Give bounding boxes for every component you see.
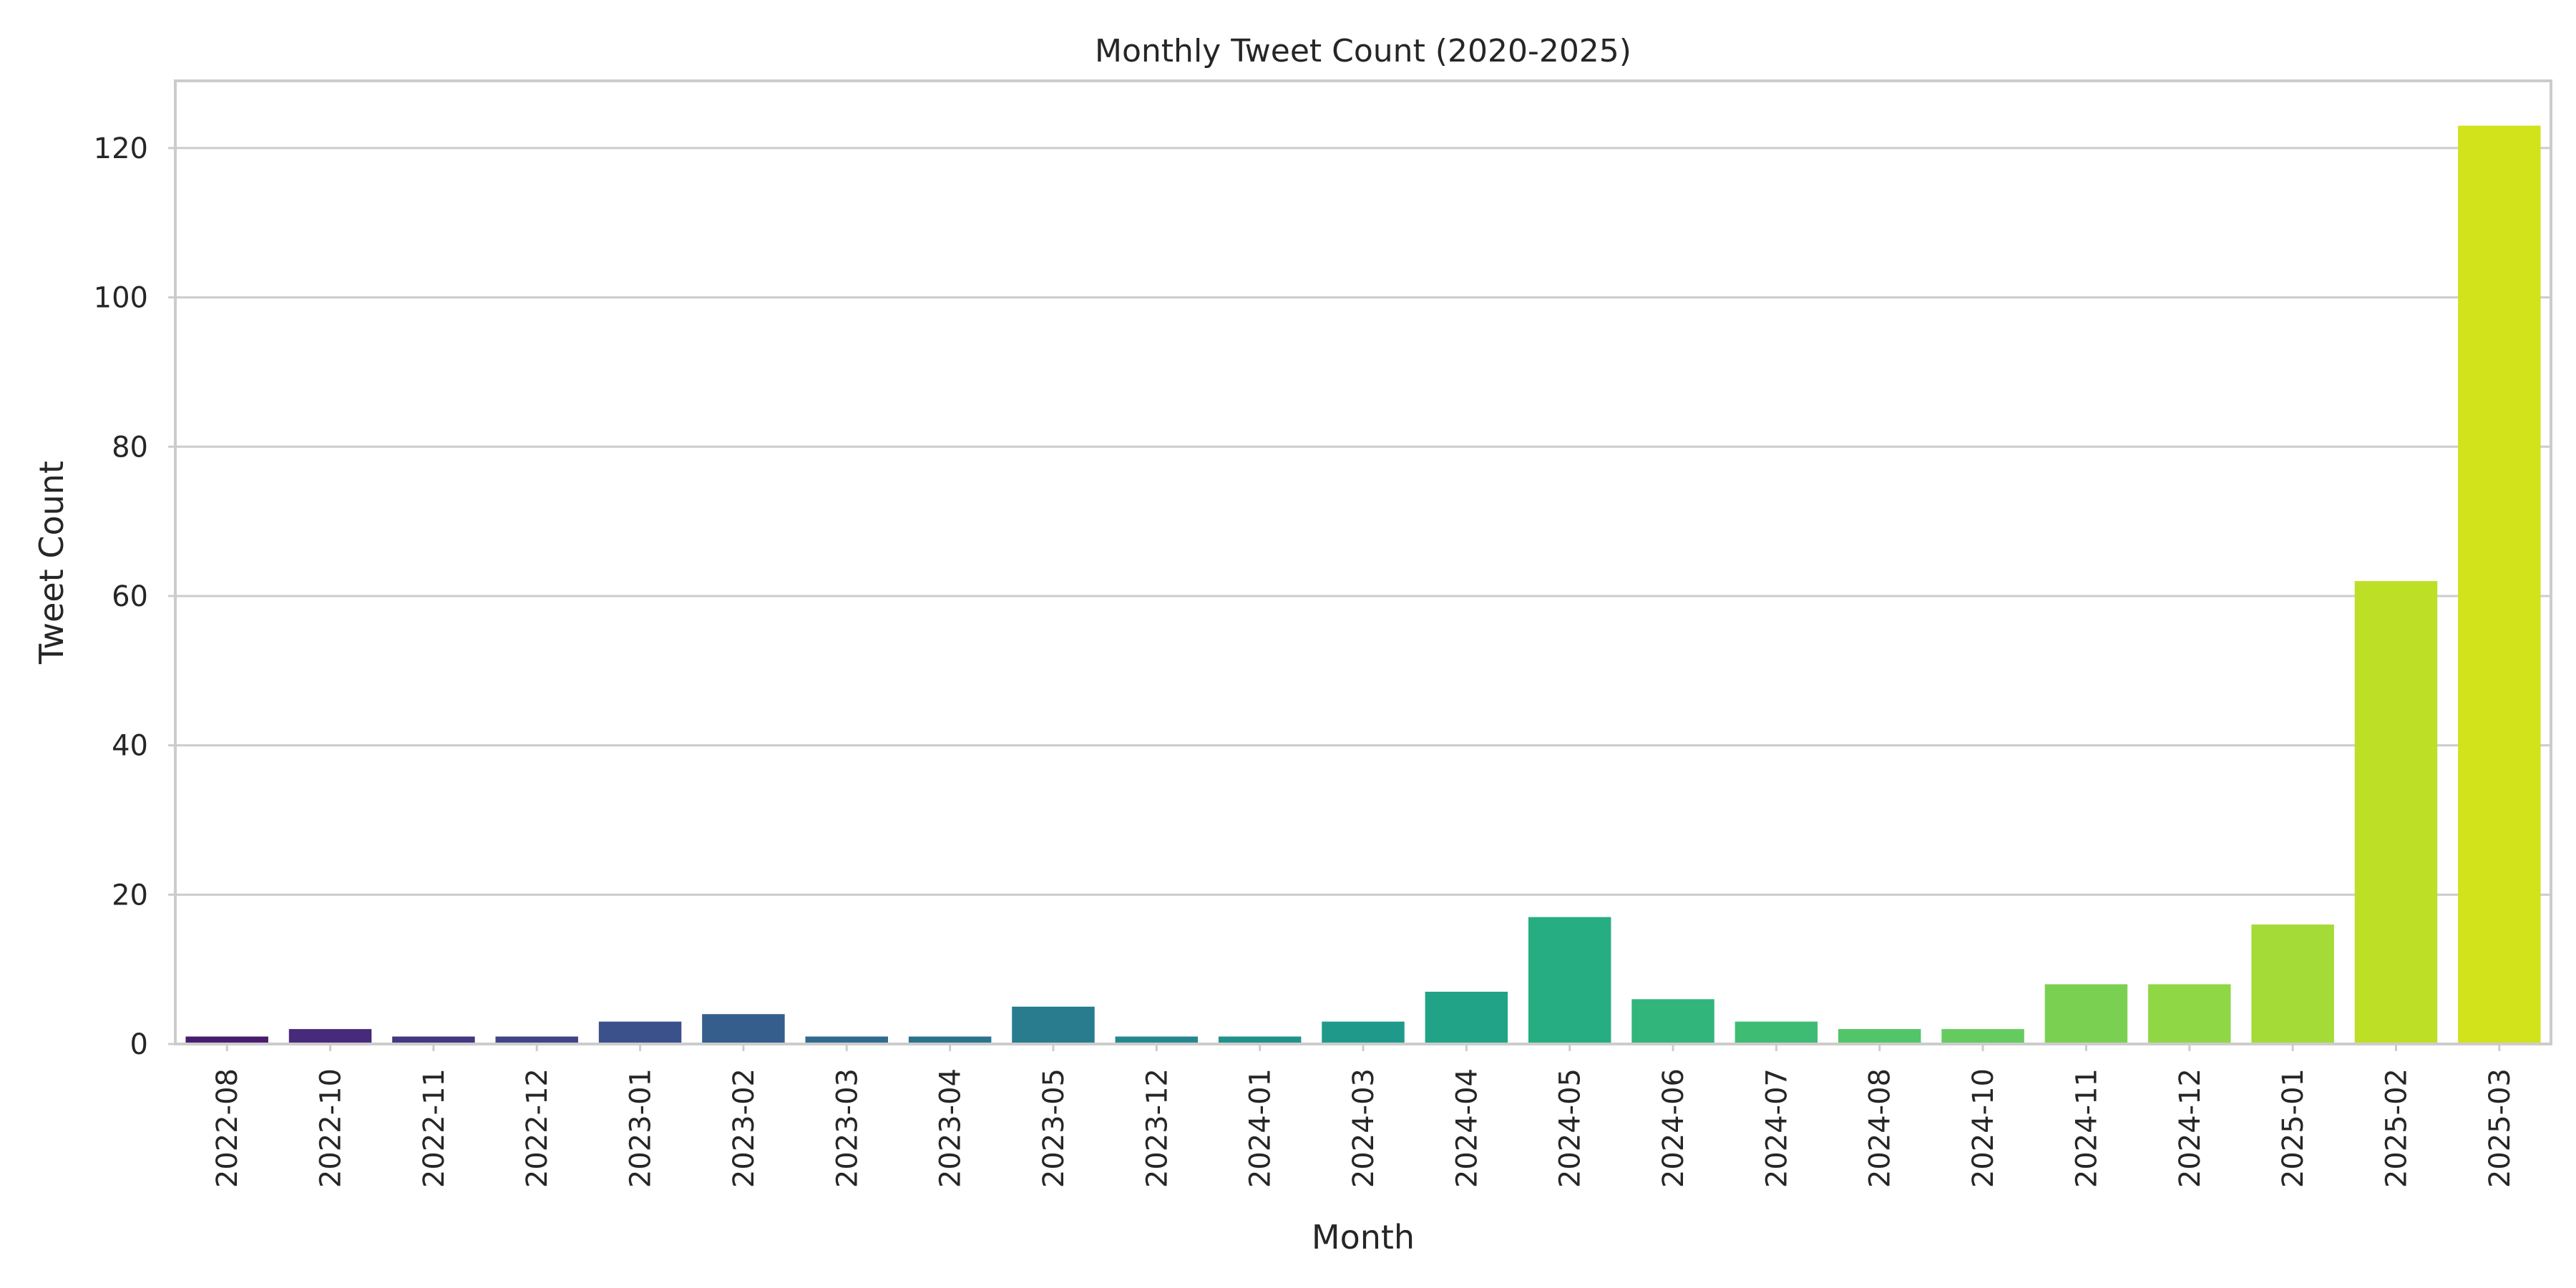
- bar-2023-01: [598, 1021, 682, 1044]
- x-tick-label: 2024-11: [2070, 1068, 2103, 1188]
- y-tick-label: 80: [112, 431, 148, 464]
- x-tick-label: 2024-05: [1554, 1068, 1587, 1188]
- x-tick-label: 2023-04: [935, 1068, 967, 1188]
- x-tick-label: 2022-08: [211, 1068, 244, 1188]
- x-tick-label: 2024-01: [1244, 1068, 1277, 1188]
- y-tick-label: 120: [94, 132, 148, 165]
- x-tick-label: 2023-05: [1038, 1068, 1070, 1188]
- x-tick-label: 2024-12: [2174, 1068, 2207, 1188]
- y-tick-label: 100: [94, 282, 148, 315]
- x-axis-ticks: 2022-08 2022-10 2022-11 2022-12 2023-01 2023-…: [211, 1044, 2517, 1188]
- x-tick-label: 2024-10: [1967, 1068, 2000, 1188]
- bar-2023-03: [805, 1036, 888, 1044]
- bar-2024-06: [1631, 999, 1714, 1044]
- bar-2022-08: [185, 1036, 268, 1044]
- bar-2024-10: [1941, 1029, 2024, 1044]
- grid-lines: [175, 147, 2551, 1045]
- x-tick-label: 2024-08: [1864, 1068, 1897, 1188]
- bar-2023-05: [1012, 1006, 1095, 1044]
- bar-2025-02: [2354, 581, 2438, 1044]
- bar-2025-01: [2251, 924, 2334, 1044]
- x-tick-label: 2024-03: [1347, 1068, 1380, 1188]
- bar-2024-07: [1735, 1021, 1818, 1044]
- bar-2023-12: [1115, 1036, 1199, 1044]
- bar-2025-03: [2458, 125, 2541, 1045]
- y-tick-label: 20: [112, 879, 148, 912]
- bar-2024-08: [1838, 1029, 1921, 1044]
- x-tick-label: 2023-02: [728, 1068, 761, 1188]
- x-tick-label: 2025-02: [2380, 1068, 2413, 1188]
- bar-2024-03: [1322, 1021, 1405, 1044]
- x-tick-label: 2025-01: [2277, 1068, 2310, 1188]
- bar-2024-01: [1218, 1036, 1302, 1044]
- y-axis-ticks: 0 20 40 60 80 100 120: [94, 132, 175, 1061]
- y-tick-label: 0: [130, 1028, 148, 1061]
- x-tick-label: 2024-07: [1760, 1068, 1793, 1188]
- chart-title: Monthly Tweet Count (2020-2025): [1095, 33, 1631, 69]
- x-tick-label: 2022-10: [315, 1068, 348, 1188]
- bar-2022-12: [495, 1036, 578, 1044]
- x-tick-label: 2024-04: [1450, 1068, 1483, 1188]
- x-tick-label: 2024-06: [1657, 1068, 1690, 1188]
- x-tick-label: 2023-12: [1141, 1068, 1174, 1188]
- bar-2022-10: [288, 1029, 372, 1044]
- bar-2024-04: [1425, 991, 1508, 1044]
- bars: [185, 125, 2541, 1045]
- bar-2023-04: [908, 1036, 992, 1044]
- bar-2024-12: [2148, 984, 2231, 1044]
- y-tick-label: 60: [112, 580, 148, 613]
- x-tick-label: 2022-11: [418, 1068, 451, 1188]
- bar-2023-02: [702, 1014, 785, 1044]
- y-axis-label: Tweet Count: [32, 461, 71, 665]
- x-tick-label: 2025-03: [2484, 1068, 2517, 1188]
- bar-2024-05: [1528, 917, 1611, 1044]
- bar-2024-11: [2044, 984, 2128, 1044]
- x-axis-label: Month: [1312, 1218, 1415, 1257]
- plot-frame: [174, 79, 2552, 1045]
- bar-2022-11: [392, 1036, 475, 1044]
- x-tick-label: 2022-12: [521, 1068, 554, 1188]
- x-tick-label: 2023-03: [831, 1068, 864, 1188]
- y-tick-label: 40: [112, 730, 148, 763]
- x-tick-label: 2023-01: [625, 1068, 658, 1188]
